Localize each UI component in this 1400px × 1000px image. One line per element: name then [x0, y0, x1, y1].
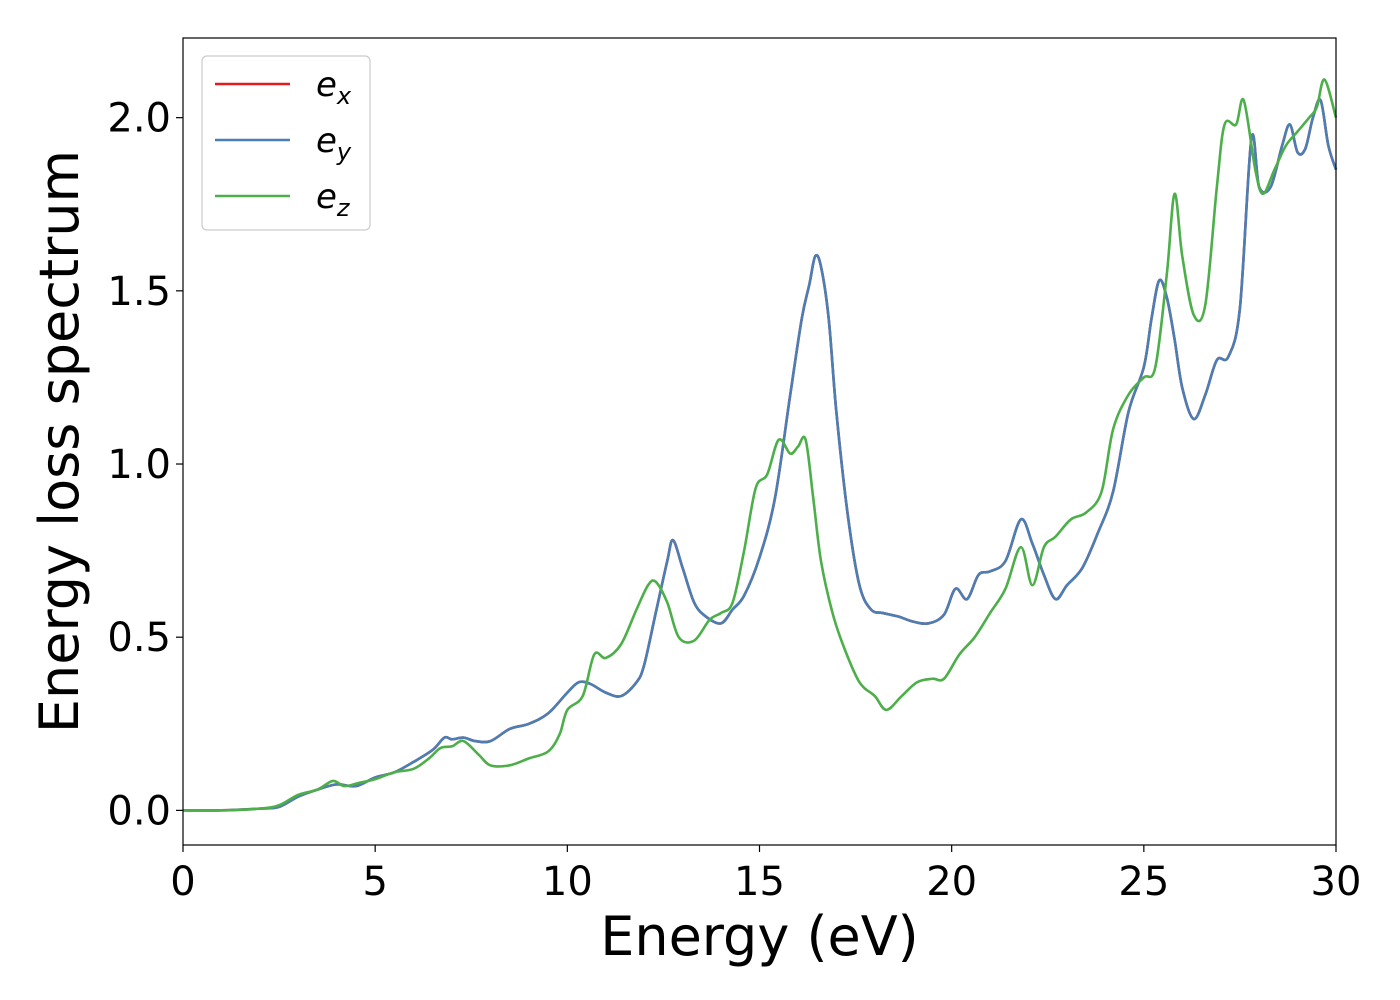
x-axis-ticks: 0 5 10 15 20 25 30: [170, 845, 1361, 905]
x-tick-label: 10: [542, 859, 593, 905]
x-axis-label: Energy (eV): [600, 905, 919, 968]
y-axis-ticks: 0.0 0.5 1.0 1.5 2.0: [107, 96, 183, 834]
x-tick-label: 25: [1118, 859, 1169, 905]
y-axis-label: Energy loss spectrum: [28, 150, 91, 733]
y-tick-label: 0.5: [107, 615, 171, 661]
x-tick-label: 20: [926, 859, 977, 905]
x-tick-label: 15: [734, 859, 785, 905]
x-tick-label: 0: [170, 859, 195, 905]
legend-label: ex: [316, 65, 352, 110]
y-tick-label: 1.5: [107, 269, 171, 315]
series-line-e-y: [182, 98, 1338, 812]
legend-box: [201, 55, 371, 231]
series-lines: [182, 78, 1338, 812]
legend: ex ey ez: [201, 55, 371, 231]
series-line-e-z: [182, 78, 1338, 812]
y-tick-label: 1.0: [107, 442, 171, 488]
x-tick-label: 5: [362, 859, 387, 905]
legend-label: ey: [316, 121, 352, 166]
y-tick-label: 2.0: [107, 96, 171, 142]
y-tick-label: 0.0: [107, 788, 171, 834]
x-tick-label: 30: [1311, 859, 1362, 905]
legend-label: ez: [316, 177, 351, 222]
